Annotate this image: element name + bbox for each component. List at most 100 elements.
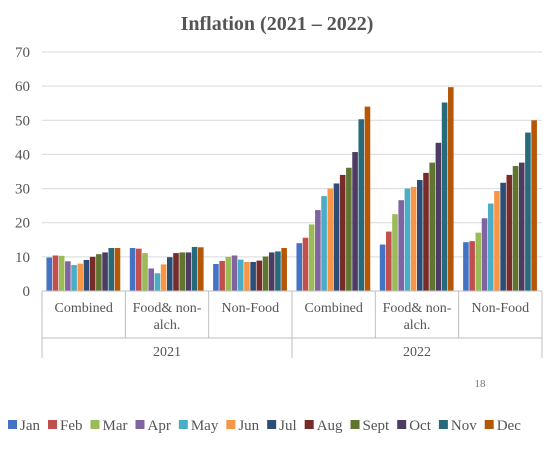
legend-swatch: [350, 420, 360, 429]
bar-jun-1: [77, 263, 84, 291]
y-tick-label: 70: [15, 45, 30, 61]
bar-sept-5: [429, 162, 435, 291]
bar-nov-5: [441, 102, 448, 291]
bar-dec-1: [114, 247, 121, 291]
bar-jul-1: [83, 259, 90, 291]
legend-item-may: May: [178, 418, 219, 434]
bar-oct-6: [518, 162, 525, 291]
bar-feb-2: [136, 248, 142, 291]
bar-jan-4: [296, 243, 303, 291]
y-tick-label: 0: [23, 284, 31, 300]
legend-swatch: [267, 420, 277, 429]
group-label: 2021: [153, 345, 181, 360]
x-tick-label: alch.: [404, 318, 431, 333]
legend-label: Nov: [451, 418, 477, 434]
bar-nov-6: [525, 132, 531, 291]
bar-apr-3: [231, 255, 238, 291]
bar-feb-6: [469, 241, 475, 291]
bar-jun-4: [327, 188, 334, 291]
bar-feb-1: [52, 255, 59, 291]
legend-swatch: [135, 420, 145, 429]
x-tick-label: Combined: [54, 301, 112, 316]
legend-swatch: [397, 420, 407, 429]
x-tick-label: Food& non-: [133, 301, 202, 316]
legend-item-jul: Jul: [267, 418, 297, 434]
bar-mar-1: [58, 255, 65, 291]
bar-dec-4: [364, 106, 371, 291]
bar-aug-2: [173, 253, 179, 291]
legend-label: Aug: [317, 418, 343, 434]
y-tick-label: 60: [15, 79, 30, 95]
bar-may-3: [237, 259, 244, 291]
bar-apr-6: [481, 218, 488, 291]
bar-jun-3: [244, 261, 250, 291]
bar-nov-2: [191, 246, 198, 291]
bar-apr-4: [315, 210, 321, 291]
chart-title: Inflation (2021 – 2022): [181, 13, 374, 35]
bar-jul-4: [333, 183, 340, 291]
bar-jan-5: [379, 244, 386, 291]
y-tick-label: 40: [15, 147, 30, 163]
legend-item-dec: Dec: [484, 418, 521, 434]
bar-jul-3: [250, 261, 256, 291]
legend-swatch: [48, 420, 57, 429]
bar-may-5: [404, 188, 411, 291]
legend-label: Dec: [497, 418, 521, 434]
legend-swatch: [304, 420, 314, 429]
bar-nov-4: [358, 119, 365, 291]
legend-swatch: [178, 420, 188, 429]
x-tick-label: alch.: [154, 318, 181, 333]
bars: [46, 87, 537, 291]
group-label: 2022: [403, 345, 431, 360]
legend-item-mar: Mar: [90, 418, 128, 434]
bar-dec-2: [198, 247, 204, 291]
legend-item-sept: Sept: [350, 418, 391, 434]
y-tick-label: 20: [15, 216, 30, 232]
legend-item-aug: Aug: [304, 418, 343, 434]
bar-aug-4: [339, 174, 346, 291]
bar-nov-1: [108, 247, 115, 291]
x-tick-label: Combined: [304, 301, 362, 316]
legend-item-jan: Jan: [8, 418, 40, 434]
bar-aug-6: [506, 174, 513, 291]
bar-oct-2: [185, 252, 192, 291]
bar-mar-5: [392, 214, 398, 291]
legend-item-feb: Feb: [48, 418, 83, 434]
bar-jan-6: [463, 242, 469, 291]
x-axis: Combined Food& non-alch. Non-Food Combined F…: [41, 290, 543, 360]
bar-aug-3: [256, 260, 263, 291]
bar-jun-6: [494, 190, 500, 291]
bar-jan-3: [213, 264, 219, 291]
legend-label: Apr: [148, 418, 171, 434]
legend-label: Jul: [279, 418, 297, 434]
bar-feb-4: [302, 237, 309, 291]
bar-aug-5: [423, 172, 429, 291]
legend-label: Jun: [238, 418, 259, 434]
bar-jun-5: [410, 186, 417, 291]
bar-sept-2: [179, 252, 185, 291]
bar-oct-3: [268, 252, 275, 291]
x-tick-label: Food& non-: [383, 301, 452, 316]
bar-aug-1: [89, 256, 96, 291]
legend-label: Sept: [363, 418, 391, 434]
bar-apr-5: [398, 200, 404, 291]
legend-item-apr: Apr: [135, 418, 171, 434]
bar-sept-4: [346, 167, 352, 291]
bar-mar-3: [225, 256, 232, 291]
bar-mar-4: [308, 224, 315, 291]
bar-feb-3: [219, 260, 225, 291]
bar-oct-1: [102, 252, 108, 291]
legend-label: Mar: [103, 418, 128, 434]
bar-sept-3: [262, 256, 269, 291]
bar-may-2: [154, 273, 161, 291]
legend-item-nov: Nov: [438, 418, 477, 434]
legend-swatch: [484, 420, 494, 429]
bar-oct-4: [352, 152, 358, 291]
bar-jun-2: [160, 264, 167, 291]
legend-swatch: [438, 420, 448, 429]
legend-label: May: [191, 418, 219, 434]
bar-dec-6: [531, 120, 537, 291]
gridlines: [42, 51, 542, 292]
bar-may-4: [321, 196, 327, 291]
